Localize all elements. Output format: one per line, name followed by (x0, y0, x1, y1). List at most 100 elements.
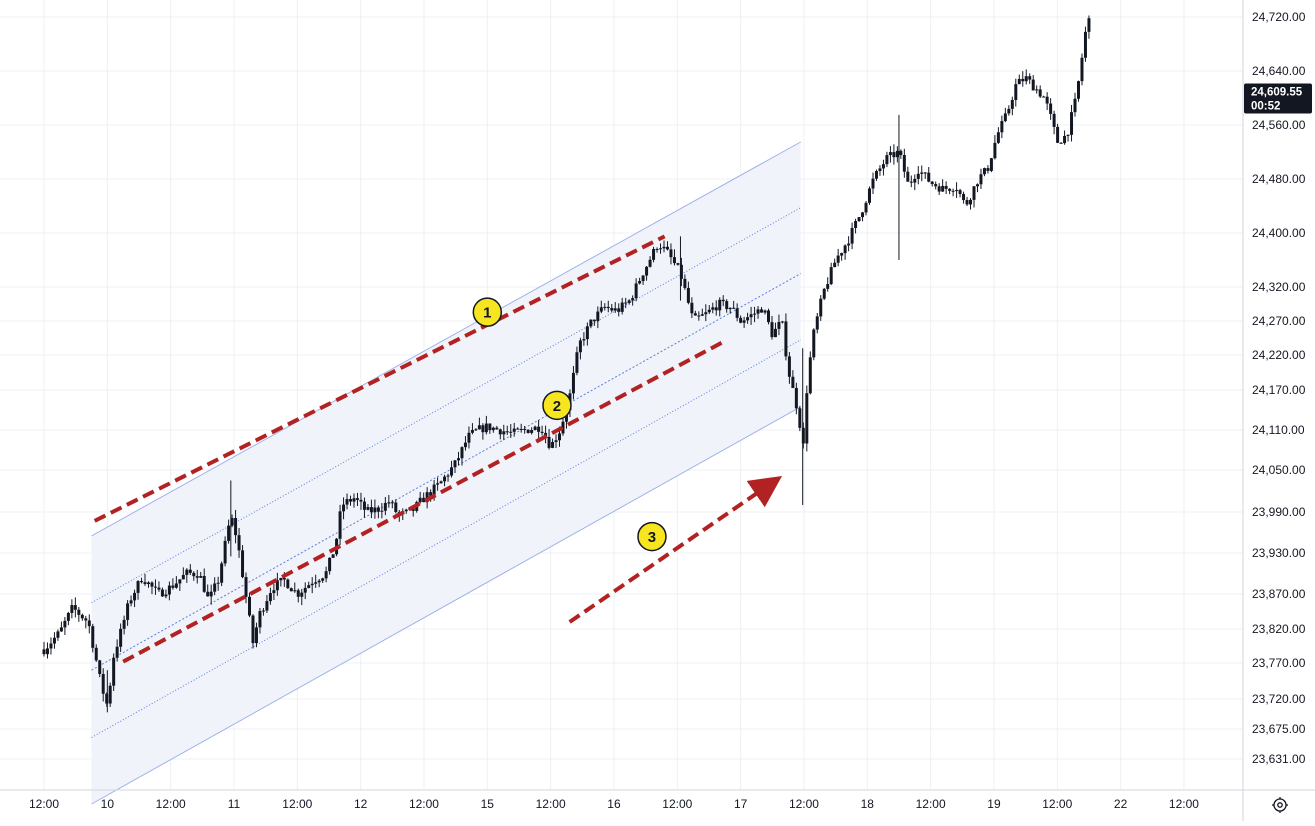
candle (989, 157, 993, 173)
channel-upper-line[interactable] (91, 141, 802, 537)
candle (575, 346, 579, 376)
candle (753, 306, 757, 323)
candle-body (808, 357, 812, 394)
candle (1010, 96, 1014, 116)
price-tick-label: 23,990.00 (1252, 505, 1306, 519)
candle (711, 302, 715, 314)
candle-body (101, 673, 105, 694)
candle (199, 571, 203, 579)
candle-body (794, 387, 798, 409)
candle-body (502, 431, 506, 435)
candle-body (140, 581, 144, 583)
candle (679, 257, 683, 287)
candle (812, 328, 816, 361)
candle-body (91, 626, 95, 648)
parallel-channel[interactable] (91, 141, 802, 805)
candle (167, 581, 171, 601)
candle-body (1083, 31, 1087, 58)
candle (773, 322, 777, 338)
candle-body (662, 246, 666, 249)
candle (683, 274, 687, 290)
annotation-line-3[interactable] (568, 475, 783, 624)
candle (160, 587, 164, 597)
candle (369, 499, 373, 519)
candle (119, 623, 123, 652)
candle-body (1024, 76, 1028, 82)
candle-body (857, 217, 861, 222)
candle-body (690, 302, 694, 314)
candle (146, 581, 150, 588)
time-tick-label: 12:00 (789, 797, 819, 811)
candle (498, 428, 502, 440)
last-price-label: 24,609.55 (1251, 87, 1303, 99)
candle-body (969, 199, 973, 205)
candle (230, 514, 234, 528)
candle-body (1042, 96, 1046, 98)
candle-body (704, 312, 708, 315)
channel-mid-line[interactable] (91, 273, 802, 671)
candle (192, 571, 196, 581)
candle-body (714, 307, 718, 311)
candle (746, 312, 750, 324)
candle-body (770, 322, 774, 338)
candle (345, 493, 349, 510)
candle-body (463, 442, 467, 448)
candle (321, 577, 325, 583)
candle-body (265, 601, 269, 611)
channel-quarter-line[interactable] (91, 207, 802, 604)
candle (383, 496, 387, 516)
candle-body (108, 685, 112, 704)
annotation-badge-3[interactable] (637, 521, 667, 552)
candle-body (115, 646, 119, 658)
candle (669, 243, 673, 265)
candle-body (52, 637, 56, 644)
candle (690, 297, 694, 319)
candle (1031, 75, 1035, 91)
candle (787, 352, 791, 384)
candle-body (589, 319, 593, 327)
candle-body (1052, 113, 1056, 127)
annotation-badge-1[interactable] (472, 297, 503, 327)
candle-body (812, 329, 816, 358)
price-tick-label: 23,930.00 (1252, 546, 1306, 560)
chart-settings-gear-icon[interactable] (1268, 794, 1292, 816)
candle-body (390, 502, 394, 504)
candle-body (342, 504, 346, 512)
channel-lower-line[interactable] (91, 406, 802, 805)
candle-body (732, 307, 736, 309)
candle (112, 653, 116, 692)
annotation-line-1[interactable] (93, 234, 666, 523)
candle (551, 438, 555, 449)
gear-icon (1272, 797, 1288, 813)
candle (822, 288, 826, 301)
candle (254, 622, 258, 648)
candle-body (965, 200, 969, 205)
candle (1024, 69, 1028, 85)
price-tick-label: 24,560.00 (1252, 118, 1306, 132)
annotations[interactable]: 1 2 3 (93, 234, 783, 664)
candle (645, 266, 649, 281)
candle (868, 186, 872, 205)
channel-fill[interactable] (91, 141, 801, 804)
candle (174, 576, 178, 589)
channel-quarter-line[interactable] (91, 339, 802, 738)
candle-body (241, 550, 245, 578)
candle-body (349, 499, 353, 502)
candle-body (683, 278, 687, 288)
candle-body (923, 172, 927, 174)
candle (153, 579, 157, 595)
annotation-line-2[interactable] (122, 340, 723, 664)
candle (223, 536, 227, 567)
annotation-badge-2[interactable] (542, 390, 572, 421)
candle-body (927, 172, 931, 182)
time-tick-label: 16 (607, 797, 621, 811)
candle (833, 258, 837, 268)
price-tick-label: 23,870.00 (1252, 587, 1306, 601)
price-tick-label: 24,640.00 (1252, 64, 1306, 78)
candle-body (227, 525, 231, 541)
candle (763, 309, 767, 315)
candle (979, 168, 983, 189)
price-tick-label: 23,675.00 (1252, 722, 1306, 736)
